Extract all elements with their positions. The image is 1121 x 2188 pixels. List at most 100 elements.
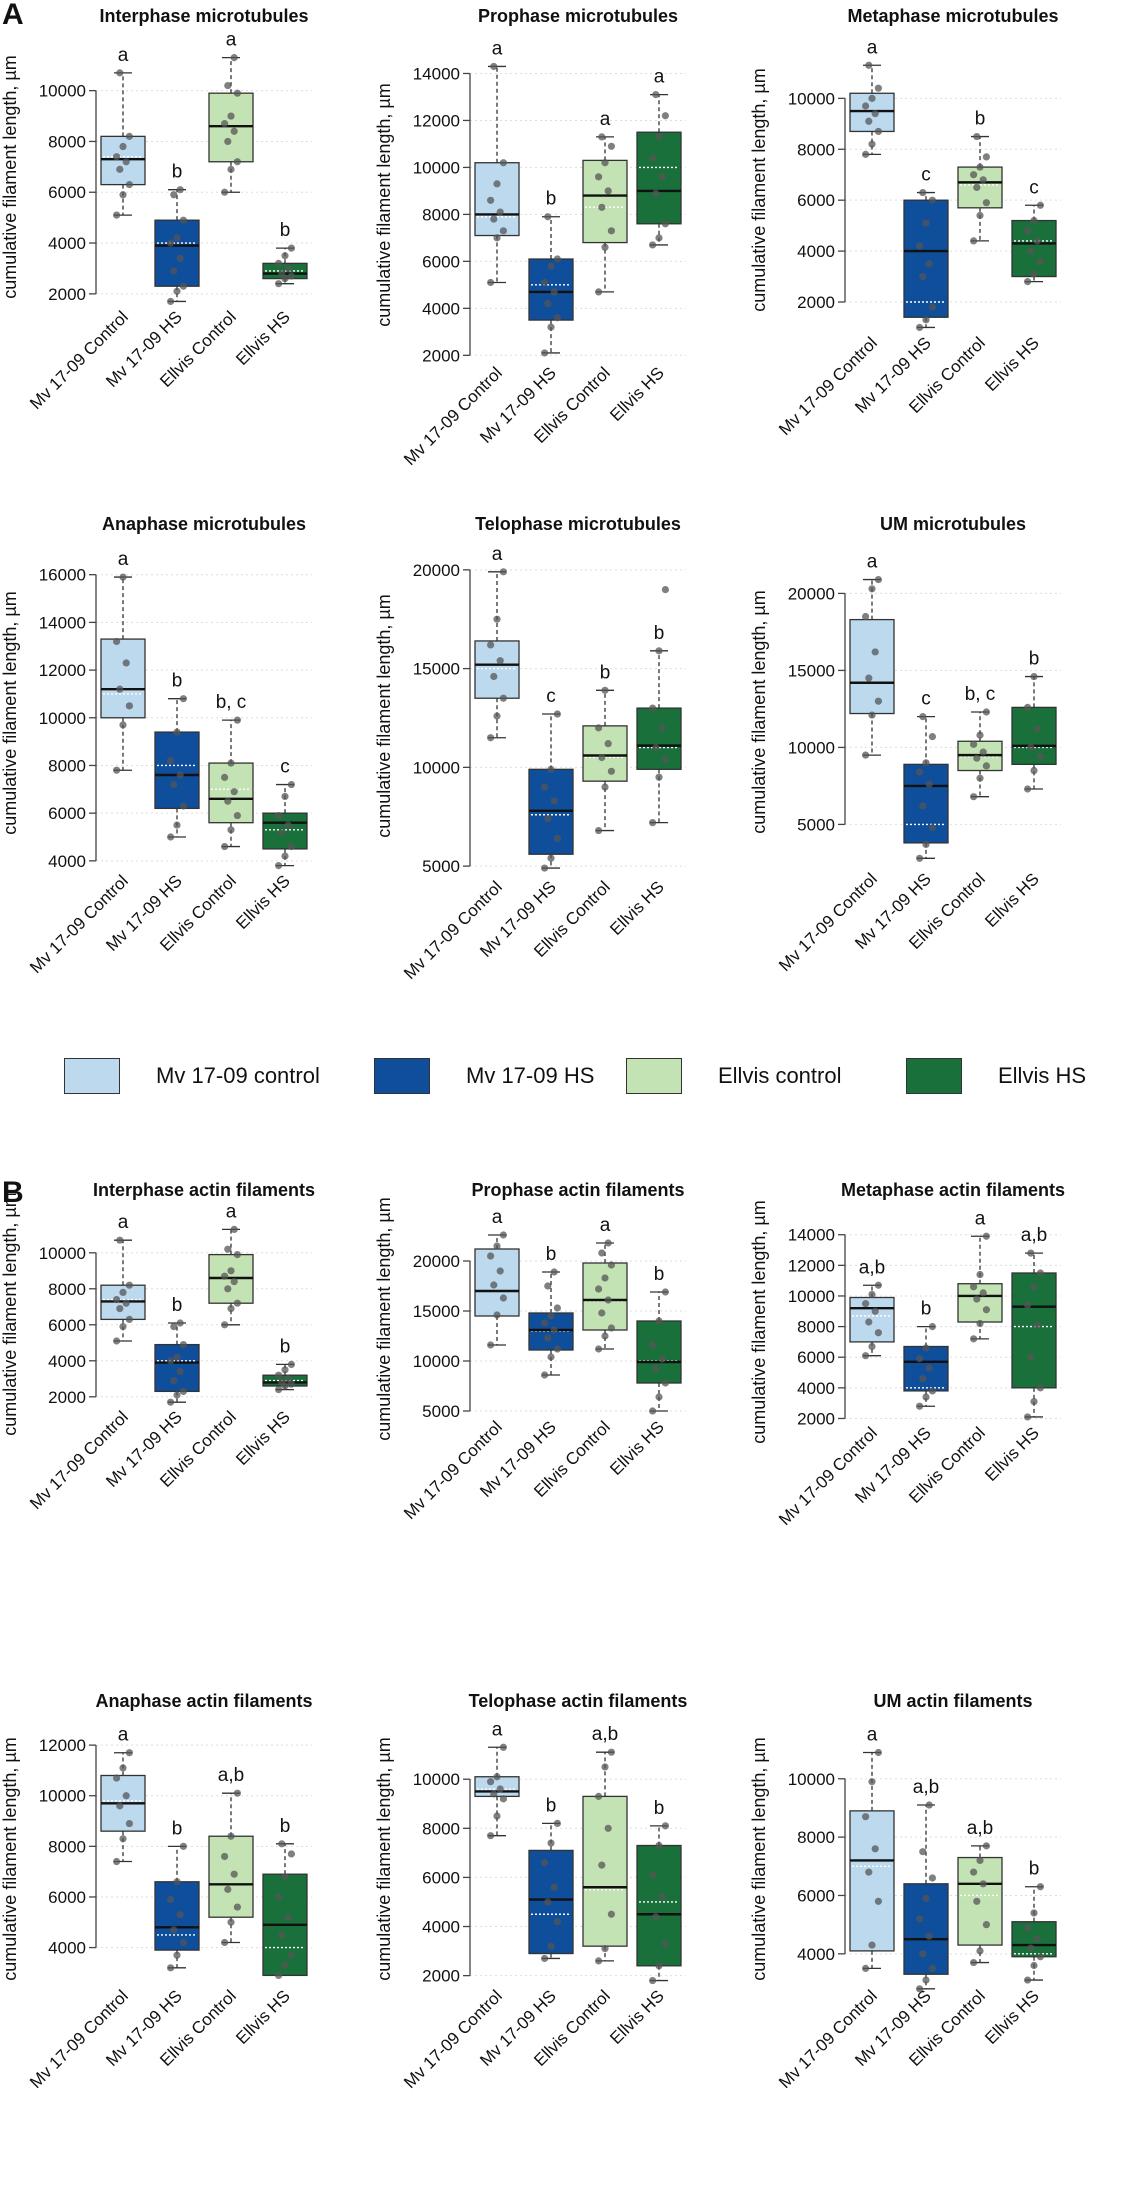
chart-1-mv-hs-box (154, 219, 200, 287)
chart-12-ytick-label-4000: 4000 (797, 1945, 835, 1964)
chart-9-ellvis-hs-point-3 (1036, 1384, 1044, 1392)
chart-9-mv-control-point-7 (868, 1290, 876, 1299)
chart-2-ytick-label-2000: 2000 (422, 346, 460, 365)
chart-12-ellvis-hs-point-4 (1027, 1944, 1035, 1952)
chart-12-ytick-label-10000: 10000 (788, 1770, 835, 1789)
chart-3-ellvis-control-point-2 (976, 211, 984, 220)
chart-2-mv-control-category-label: Mv 17-09 Control (400, 363, 506, 469)
chart-7-mv-hs-point-2 (173, 1391, 181, 1399)
chart-7-mv-hs-box (154, 1343, 200, 1393)
chart-8-mv-control-point-6 (487, 1252, 495, 1260)
chart-11-ytick-label-8000: 8000 (422, 1819, 460, 1838)
chart-1-mv-control-point-9 (116, 69, 124, 77)
chart-7-ellvis-hs-letter: b (280, 1336, 291, 1357)
chart-8-mv-control-point-1 (487, 1341, 495, 1349)
chart-2-ellvis-control-point-7 (601, 159, 609, 167)
chart-2-mv-hs-letter: b (546, 189, 557, 210)
chart-7-ellvis-hs-point-3 (287, 1380, 295, 1388)
chart-1-mv-control-point-4 (116, 165, 124, 173)
chart-11-mv-control-point-1 (487, 1832, 495, 1840)
chart-8-ytick-label-10000: 10000 (413, 1352, 460, 1371)
chart-2-ellvis-hs-point-3 (661, 220, 670, 228)
chart-9-mv-hs-letter: b (921, 1299, 932, 1320)
chart-12-ellvis-control-letter: a,b (967, 1818, 993, 1839)
chart-10-ytick-label-6000: 6000 (48, 1888, 86, 1907)
chart-9-mv-control-point-5 (871, 1307, 879, 1315)
chart-5-ellvis-hs-point-7 (655, 647, 663, 655)
chart-4-mv-hs-point-4 (170, 780, 178, 789)
chart-5-ylabel: cumulative filament length, µm (374, 594, 394, 837)
chart-5-mv-control-point-3 (499, 694, 507, 702)
chart-7-ytick-label-8000: 8000 (48, 1280, 86, 1299)
chart-11-mv-control-point-2 (493, 1812, 501, 1820)
chart-10-mv-control-letter: a (118, 1725, 129, 1746)
chart-5-ytick-label-10000: 10000 (413, 758, 460, 777)
chart-3-mv-control-point-8 (874, 84, 883, 92)
chart-5-ellvis-control-point-6 (595, 724, 603, 732)
chart-6-mv-hs-box (903, 763, 949, 844)
chart-12-mv-control-point-6 (862, 1813, 870, 1821)
chart-12-mv-hs-point-2 (922, 1976, 930, 1984)
chart-2-ellvis-hs-point-1 (649, 241, 657, 249)
chart-10-ellvis-hs-point-7 (281, 1873, 289, 1881)
chart-4-mv-control-point-3 (125, 702, 133, 710)
chart-6-mv-hs-letter: c (921, 689, 931, 710)
chart-1-mv-hs-point-5 (176, 254, 184, 262)
chart-9-ylabel: cumulative filament length, µm (749, 1200, 769, 1443)
chart-8-mv-control-point-2 (493, 1311, 501, 1319)
chart-9-ellvis-control-letter: a (975, 1208, 986, 1229)
chart-7-mv-hs-point-7 (173, 1353, 181, 1361)
chart-3-ytick-label-6000: 6000 (797, 191, 835, 210)
chart-3-ellvis-hs-point-5 (1033, 237, 1041, 245)
chart-2-ellvis-control-letter: a (600, 109, 611, 130)
chart-2-ellvis-hs-point-5 (658, 173, 666, 181)
chart-9-mv-hs-point-8 (928, 1322, 937, 1331)
chart-1-ellvis-control-letter: a (226, 30, 237, 51)
chart-3-ellvis-hs-point-3 (1036, 257, 1044, 265)
chart-6-ellvis-hs-point-6 (1024, 703, 1032, 711)
chart-11-ellvis-control-letter: a,b (592, 1724, 618, 1745)
chart-2-ellvis-hs-point-8 (661, 112, 670, 120)
chart-10-ellvis-control-point-8 (233, 1789, 241, 1797)
chart-10-mv-control-point-1 (113, 1857, 121, 1866)
chart-11-mv-hs-point-6 (541, 1859, 549, 1867)
chart-4-ellvis-hs-point-4 (278, 828, 286, 836)
chart-10-mv-hs-point-1 (167, 1964, 175, 1972)
chart-4-mv-control-point-2 (119, 721, 127, 729)
chart-10-mv-control-point-8 (125, 1749, 133, 1757)
chart-8-mv-hs-point-9 (544, 1282, 552, 1290)
chart-1-ellvis-hs-point-4 (278, 269, 286, 278)
chart-9-mv-control-box (849, 1296, 895, 1343)
chart-9-ellvis-hs-letter: a,b (1021, 1225, 1047, 1246)
chart-8-ellvis-control-point-6 (595, 1285, 603, 1293)
chart-1-ellvis-hs-letter: b (280, 220, 291, 241)
chart-1-mv-hs-point-2 (173, 287, 181, 295)
chart-11-ytick-label-6000: 6000 (422, 1868, 460, 1887)
chart-5-mv-control-point-8 (499, 568, 507, 576)
chart-5-mv-control-box (474, 640, 520, 699)
chart-3-ellvis-hs-point-1 (1024, 278, 1032, 286)
chart-1-ytick-label-4000: 4000 (48, 234, 86, 253)
legend-label-ellvis-hs: Ellvis HS (998, 1063, 1087, 1088)
chart-7-mv-control-point-3 (125, 1315, 133, 1323)
chart-11-mv-control-category-label: Mv 17-09 Control (400, 1986, 506, 2092)
chart-9-ellvis-control-point-6 (970, 1283, 978, 1291)
chart-8-ellvis-hs-point-3 (661, 1379, 670, 1387)
chart-5-mv-hs-point-2 (547, 854, 555, 862)
chart-2-ellvis-control-point-5 (604, 187, 612, 195)
chart-8-ellvis-control-point-8 (607, 1261, 616, 1269)
chart-9-ytick-label-10000: 10000 (788, 1287, 835, 1306)
chart-2-ellvis-hs-category-label: Ellvis HS (606, 363, 668, 425)
chart-12-mv-hs-point-1 (916, 1985, 924, 1993)
chart-2-mv-control-box (474, 162, 520, 237)
chart-12-ellvis-hs-point-8 (1036, 1883, 1044, 1891)
chart-6-mv-hs-point-4 (919, 802, 927, 810)
chart-11-ellvis-hs-point-2 (655, 1962, 663, 1970)
chart-7-ellvis-control-point-2 (227, 1305, 235, 1313)
chart-7-ellvis-hs-point-4 (278, 1378, 286, 1386)
chart-9-ytick-label-6000: 6000 (797, 1348, 835, 1367)
chart-2-mv-hs-point-1 (541, 349, 549, 357)
chart-4-ytick-label-10000: 10000 (39, 709, 86, 728)
chart-4-mv-control-point-6 (113, 637, 121, 646)
